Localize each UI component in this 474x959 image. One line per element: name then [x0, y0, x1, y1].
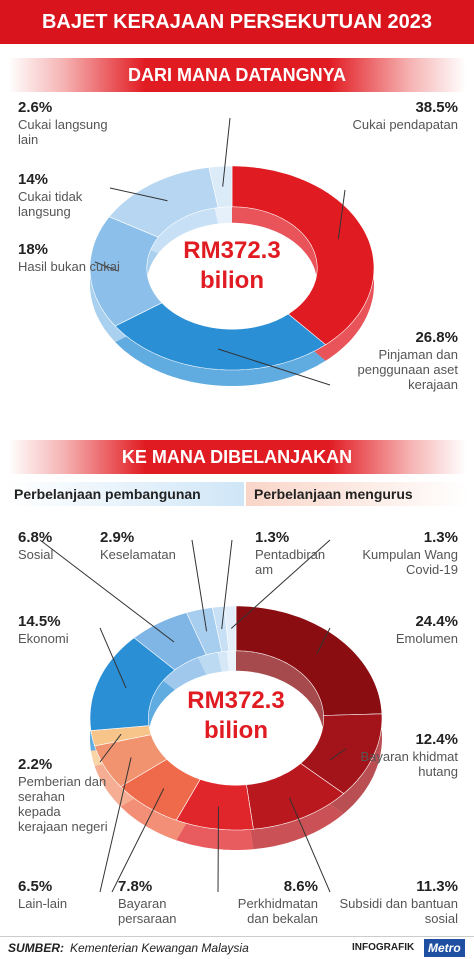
source-label: SUMBER: — [8, 941, 64, 955]
leader-line — [230, 539, 331, 629]
category-label: Cukai pendapatan — [352, 117, 458, 132]
value-label: 1.3% — [423, 529, 458, 546]
category-label: Keselamatan — [100, 547, 176, 562]
leader-line — [109, 187, 168, 202]
leader-line — [222, 117, 231, 187]
center-label: RM372.3 — [187, 687, 284, 714]
value-label: 2.9% — [100, 529, 135, 546]
value-label: 6.8% — [18, 529, 53, 546]
value-label: 2.2% — [18, 756, 53, 773]
center-sublabel: bilion — [200, 267, 264, 294]
leader-line — [39, 539, 175, 643]
value-label: 2.6% — [18, 99, 53, 116]
source: Kementerian Kewangan Malaysia — [70, 941, 249, 955]
legend-item: Perbelanjaan pembangunan — [6, 482, 244, 506]
leader-line — [99, 733, 122, 763]
value-label: 14.5% — [18, 613, 61, 630]
center-sublabel: bilion — [204, 717, 268, 744]
legend-item: Perbelanjaan mengurus — [246, 482, 468, 506]
data-label: 2.6% Cukai langsung lain — [18, 98, 128, 147]
leader-line — [111, 788, 165, 893]
data-label: 26.8% Pinjaman dan penggunaan aset keraja… — [330, 328, 458, 392]
leader-line — [191, 539, 208, 632]
value-label: 7.8% — [118, 878, 153, 895]
value-label: 11.3% — [416, 878, 458, 895]
value-label: 1.3% — [255, 529, 290, 546]
value-label: 8.6% — [283, 878, 318, 895]
data-label: 8.6% Perkhidmatan dan bekalan — [222, 877, 318, 926]
data-label: 11.3% Subsidi dan bantuan sosial — [330, 877, 458, 926]
data-label: 24.4% Emolumen — [330, 612, 458, 646]
data-label: 14% Cukai tidak langsung — [18, 170, 128, 219]
data-label: 38.5% Cukai pendapatan — [330, 98, 458, 132]
brand: Metro — [424, 939, 465, 957]
leader-line — [217, 348, 331, 386]
category-label: Emolumen — [395, 631, 458, 646]
data-label: 18% Hasil bukan cukai — [18, 240, 128, 274]
category-label: Pentadbiran am — [255, 547, 326, 577]
page-title: BAJET KERAJAAN PERSEKUTUAN 2023 — [0, 0, 474, 44]
category-label: Sosial — [18, 547, 54, 562]
segment — [208, 165, 233, 208]
footer: SUMBER: Kementerian Kewangan Malaysia IN… — [0, 936, 474, 959]
category-label: Ekonomi — [18, 631, 69, 646]
data-label: 1.3% Pentadbiran am — [255, 528, 345, 577]
leader-line — [288, 797, 331, 893]
category-label: Pinjaman dan penggunaan aset kerajaan — [357, 347, 458, 392]
category-label: Cukai langsung lain — [18, 117, 108, 147]
category-label: Bayaran persaraan — [118, 896, 177, 926]
category-label: Kumpulan Wang Covid-19 — [362, 547, 458, 577]
leader-line — [99, 757, 132, 893]
leader-line — [329, 748, 346, 761]
category-label: Subsidi dan bantuan sosial — [339, 896, 458, 926]
data-label: 6.5% Lain-lain — [18, 877, 98, 911]
leader-line — [217, 806, 219, 893]
data-label: 1.3% Kumpulan Wang Covid-19 — [330, 528, 458, 577]
leader-line — [99, 627, 127, 689]
leader-line — [337, 189, 346, 240]
value-label: 12.4% — [415, 731, 458, 748]
data-label: 12.4% Bayaran khidmat hutang — [330, 730, 458, 779]
leader-line — [221, 539, 233, 630]
value-label: 14% — [18, 171, 49, 188]
value-label: 18% — [18, 241, 49, 258]
category-label: Perkhidmatan dan bekalan — [237, 896, 318, 926]
data-label: 6.8% Sosial — [18, 528, 108, 562]
leader-line — [94, 261, 119, 272]
category-label: Lain-lain — [18, 896, 68, 911]
value-label: 26.8% — [415, 329, 458, 346]
data-label: 2.9% Keselamatan — [100, 528, 210, 562]
value-label: 38.5% — [415, 99, 458, 116]
tag: INFOGRAFIK — [352, 942, 415, 953]
leader-line — [316, 627, 331, 654]
category-label: Bayaran khidmat hutang — [360, 749, 458, 779]
section-title: DARI MANA DATANGNYA — [8, 58, 466, 92]
category-label: Cukai tidak langsung — [18, 189, 83, 219]
data-label: 7.8% Bayaran persaraan — [118, 877, 214, 926]
section-title: KE MANA DIBELANJAKAN — [8, 440, 466, 474]
data-label: 2.2% Pemberian dan serahan kepada kerajaa… — [18, 755, 108, 834]
value-label: 24.4% — [415, 613, 458, 630]
value-label: 6.5% — [18, 878, 53, 895]
category-label: Hasil bukan cukai — [18, 259, 120, 274]
data-label: 14.5% Ekonomi — [18, 612, 108, 646]
segment — [223, 605, 237, 652]
category-label: Pemberian dan serahan kepada kerajaan ne… — [18, 774, 108, 834]
center-label: RM372.3 — [183, 237, 280, 264]
